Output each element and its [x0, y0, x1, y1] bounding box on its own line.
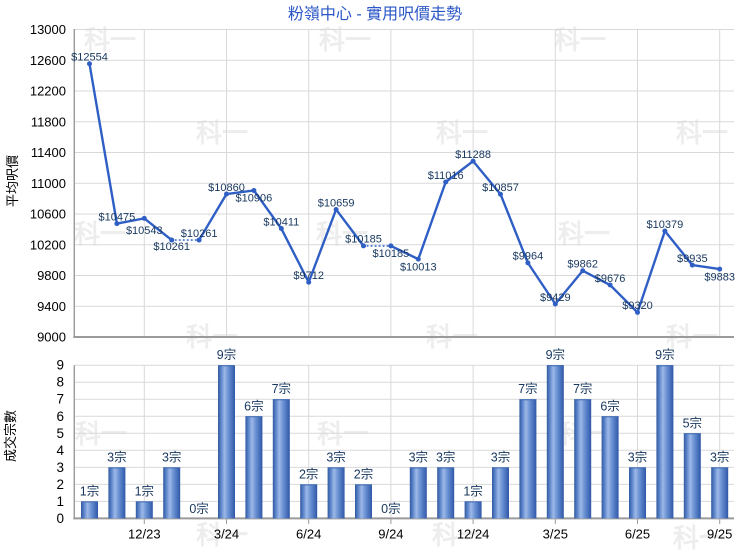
- svg-text:0宗: 0宗: [381, 501, 400, 516]
- svg-text:9/25: 9/25: [707, 527, 732, 542]
- svg-text:5宗: 5宗: [683, 415, 702, 430]
- svg-text:$10261: $10261: [153, 241, 190, 253]
- svg-text:0宗: 0宗: [189, 501, 208, 516]
- svg-text:3: 3: [56, 460, 64, 475]
- svg-text:11400: 11400: [31, 145, 66, 160]
- svg-text:7宗: 7宗: [272, 381, 291, 396]
- svg-text:12/23: 12/23: [128, 527, 161, 542]
- svg-text:8: 8: [56, 375, 64, 390]
- svg-text:12/24: 12/24: [457, 527, 490, 542]
- svg-text:13000: 13000: [30, 22, 66, 37]
- svg-text:12600: 12600: [30, 53, 66, 68]
- svg-text:科一: 科一: [317, 419, 369, 449]
- svg-text:科一: 科一: [196, 118, 248, 148]
- svg-text:1宗: 1宗: [135, 483, 154, 498]
- svg-text:科一: 科一: [673, 523, 725, 550]
- svg-text:9/24: 9/24: [378, 527, 403, 542]
- svg-text:$10261: $10261: [181, 228, 218, 240]
- svg-text:9宗: 9宗: [217, 347, 236, 362]
- svg-text:科一: 科一: [316, 219, 368, 249]
- svg-text:科一: 科一: [432, 520, 484, 550]
- svg-text:$12554: $12554: [71, 52, 108, 64]
- svg-text:1: 1: [56, 494, 64, 509]
- svg-text:$10543: $10543: [126, 225, 163, 237]
- svg-text:$11016: $11016: [428, 170, 464, 182]
- svg-text:10600: 10600: [30, 207, 66, 222]
- svg-text:粉嶺中心 - 實用呎價走勢: 粉嶺中心 - 實用呎價走勢: [288, 4, 462, 23]
- svg-text:$9676: $9676: [595, 273, 626, 285]
- svg-text:3/25: 3/25: [543, 527, 568, 542]
- svg-text:2宗: 2宗: [299, 466, 318, 481]
- svg-text:$10857: $10857: [482, 182, 519, 194]
- svg-text:$10185: $10185: [345, 234, 382, 246]
- svg-text:9400: 9400: [37, 299, 66, 314]
- svg-text:9: 9: [56, 358, 64, 373]
- svg-text:3/24: 3/24: [214, 527, 239, 542]
- svg-text:$10860: $10860: [208, 182, 245, 194]
- svg-text:科一: 科一: [75, 419, 127, 449]
- svg-text:科一: 科一: [436, 118, 488, 148]
- svg-text:9000: 9000: [37, 330, 66, 345]
- svg-text:6宗: 6宗: [600, 398, 619, 413]
- svg-text:$9712: $9712: [293, 270, 324, 282]
- svg-text:7宗: 7宗: [518, 381, 537, 396]
- svg-text:9宗: 9宗: [546, 347, 565, 362]
- svg-text:3宗: 3宗: [107, 449, 126, 464]
- svg-text:$9862: $9862: [567, 259, 598, 271]
- svg-text:4: 4: [56, 443, 64, 458]
- svg-text:2: 2: [56, 477, 64, 492]
- svg-text:$10185: $10185: [373, 248, 410, 260]
- svg-text:9800: 9800: [37, 268, 66, 283]
- svg-text:$11288: $11288: [455, 149, 491, 161]
- svg-text:$10659: $10659: [318, 197, 355, 209]
- svg-text:科一: 科一: [676, 118, 728, 148]
- svg-text:3宗: 3宗: [710, 449, 729, 464]
- svg-text:1宗: 1宗: [80, 483, 99, 498]
- svg-text:7: 7: [56, 392, 64, 407]
- svg-text:3宗: 3宗: [491, 449, 510, 464]
- svg-text:成交宗數: 成交宗數: [3, 410, 18, 462]
- svg-text:3宗: 3宗: [162, 449, 181, 464]
- svg-text:5: 5: [56, 426, 64, 441]
- svg-text:科一: 科一: [558, 219, 610, 249]
- svg-text:3宗: 3宗: [628, 449, 647, 464]
- svg-text:11000: 11000: [31, 176, 66, 191]
- svg-text:2宗: 2宗: [354, 466, 373, 481]
- svg-text:科一: 科一: [196, 520, 248, 550]
- svg-text:10200: 10200: [30, 237, 66, 252]
- svg-text:1宗: 1宗: [463, 483, 482, 498]
- svg-text:6: 6: [56, 409, 64, 424]
- svg-text:9宗: 9宗: [655, 347, 674, 362]
- svg-text:3宗: 3宗: [436, 449, 455, 464]
- svg-text:$10475: $10475: [99, 211, 136, 223]
- svg-text:$9320: $9320: [622, 300, 653, 312]
- svg-text:6宗: 6宗: [244, 398, 263, 413]
- svg-text:6/25: 6/25: [625, 527, 650, 542]
- svg-text:$10379: $10379: [647, 219, 684, 231]
- svg-text:6/24: 6/24: [296, 527, 321, 542]
- svg-text:$9935: $9935: [677, 253, 708, 265]
- svg-text:$10411: $10411: [263, 216, 299, 228]
- svg-text:7宗: 7宗: [573, 381, 592, 396]
- svg-text:平均呎價: 平均呎價: [5, 155, 20, 207]
- svg-text:3宗: 3宗: [326, 449, 345, 464]
- svg-text:12200: 12200: [30, 84, 66, 99]
- svg-text:$9429: $9429: [540, 292, 571, 304]
- svg-text:$10013: $10013: [400, 261, 437, 273]
- svg-text:$9883: $9883: [704, 271, 735, 283]
- svg-text:11800: 11800: [31, 114, 66, 129]
- svg-text:3宗: 3宗: [409, 449, 428, 464]
- svg-text:$10906: $10906: [236, 193, 273, 205]
- svg-text:0: 0: [56, 511, 64, 526]
- svg-text:$9964: $9964: [513, 251, 544, 263]
